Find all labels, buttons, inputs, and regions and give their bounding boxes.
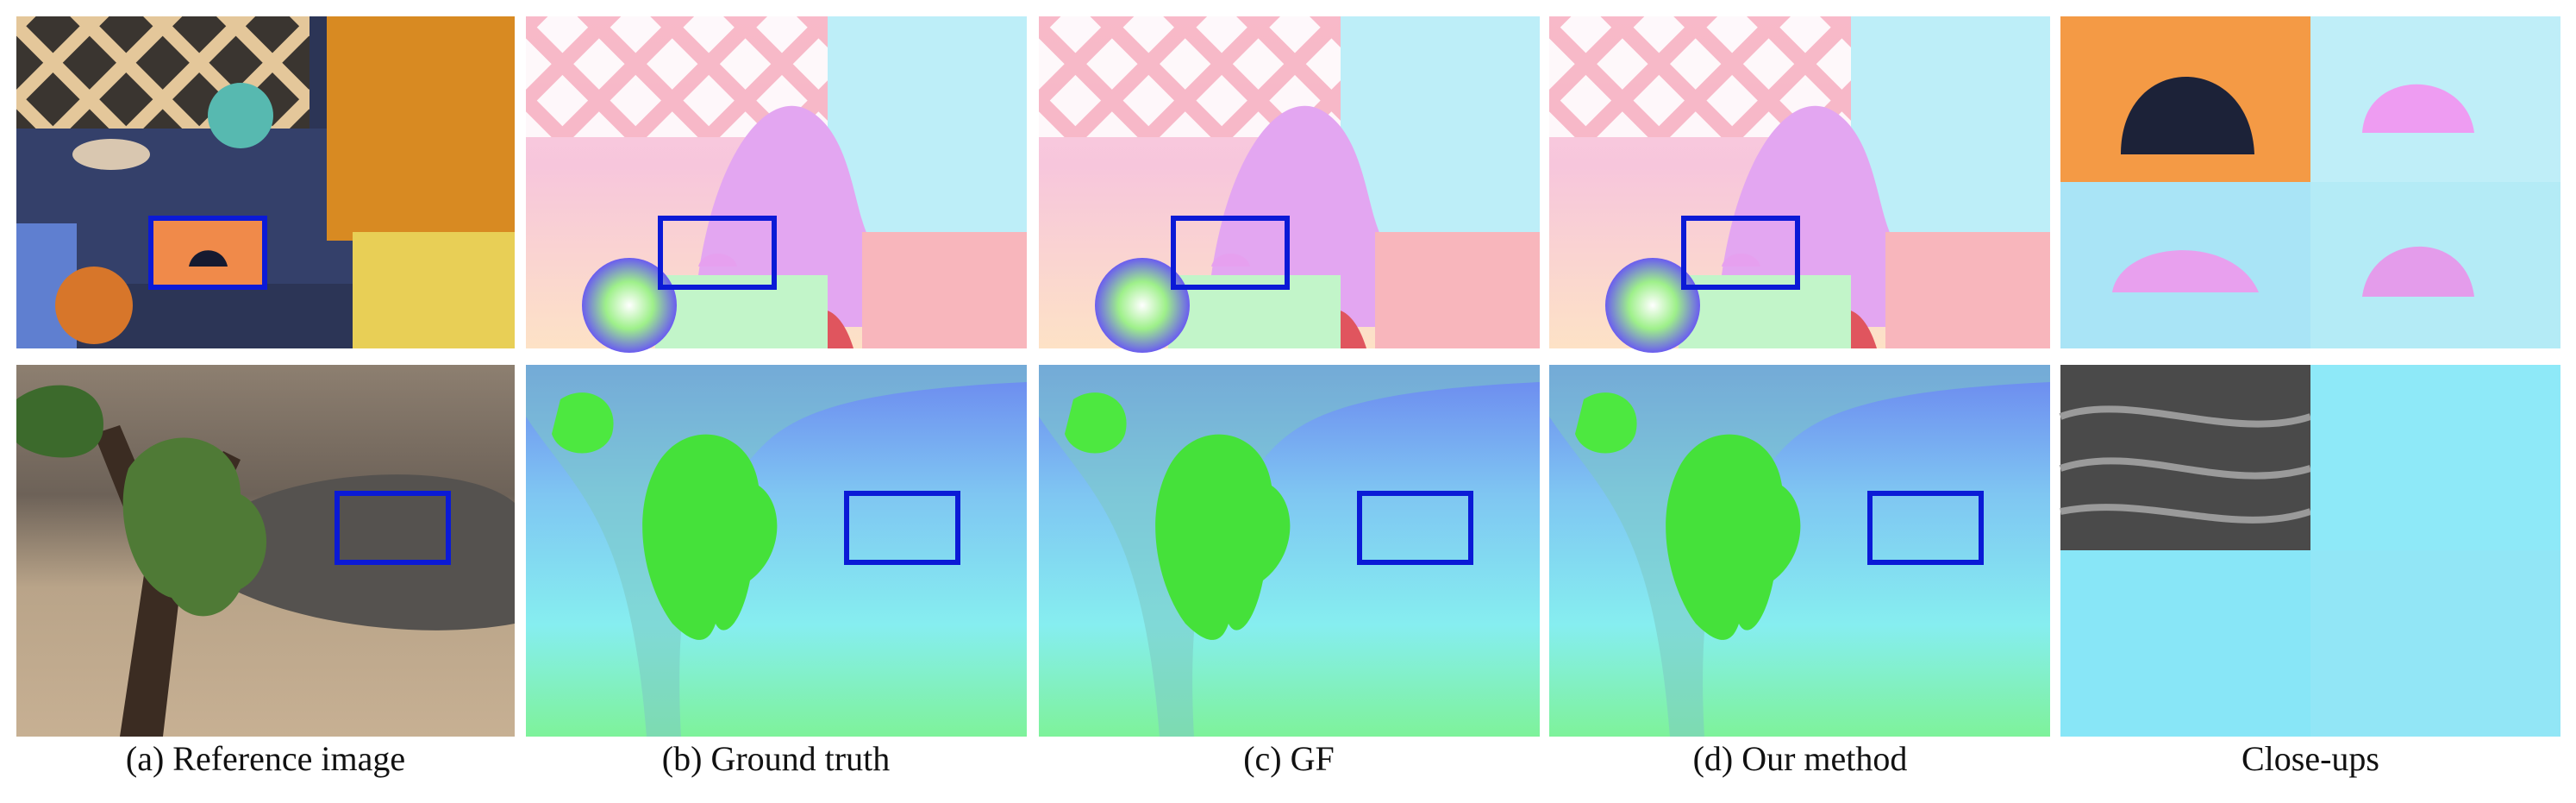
close-ups-top <box>2060 16 2560 348</box>
caption: (b) Ground truth <box>662 739 890 778</box>
caption: (c) GF <box>1243 739 1335 778</box>
reference-image-top <box>16 16 515 348</box>
ground-truth-bottom <box>526 365 1027 737</box>
our-method-bottom <box>1549 365 2050 737</box>
close-ups-bottom <box>2059 365 2560 737</box>
caption: (a) Reference image <box>126 739 405 778</box>
caption: (d) Our method <box>1693 739 1908 778</box>
gf-top <box>1039 16 1540 353</box>
gf-bottom <box>1039 365 1540 737</box>
ground-truth-top <box>526 16 1027 353</box>
caption: Close-ups <box>2241 739 2379 778</box>
our-method-top <box>1549 16 2050 353</box>
reference-image-bottom <box>16 365 515 737</box>
